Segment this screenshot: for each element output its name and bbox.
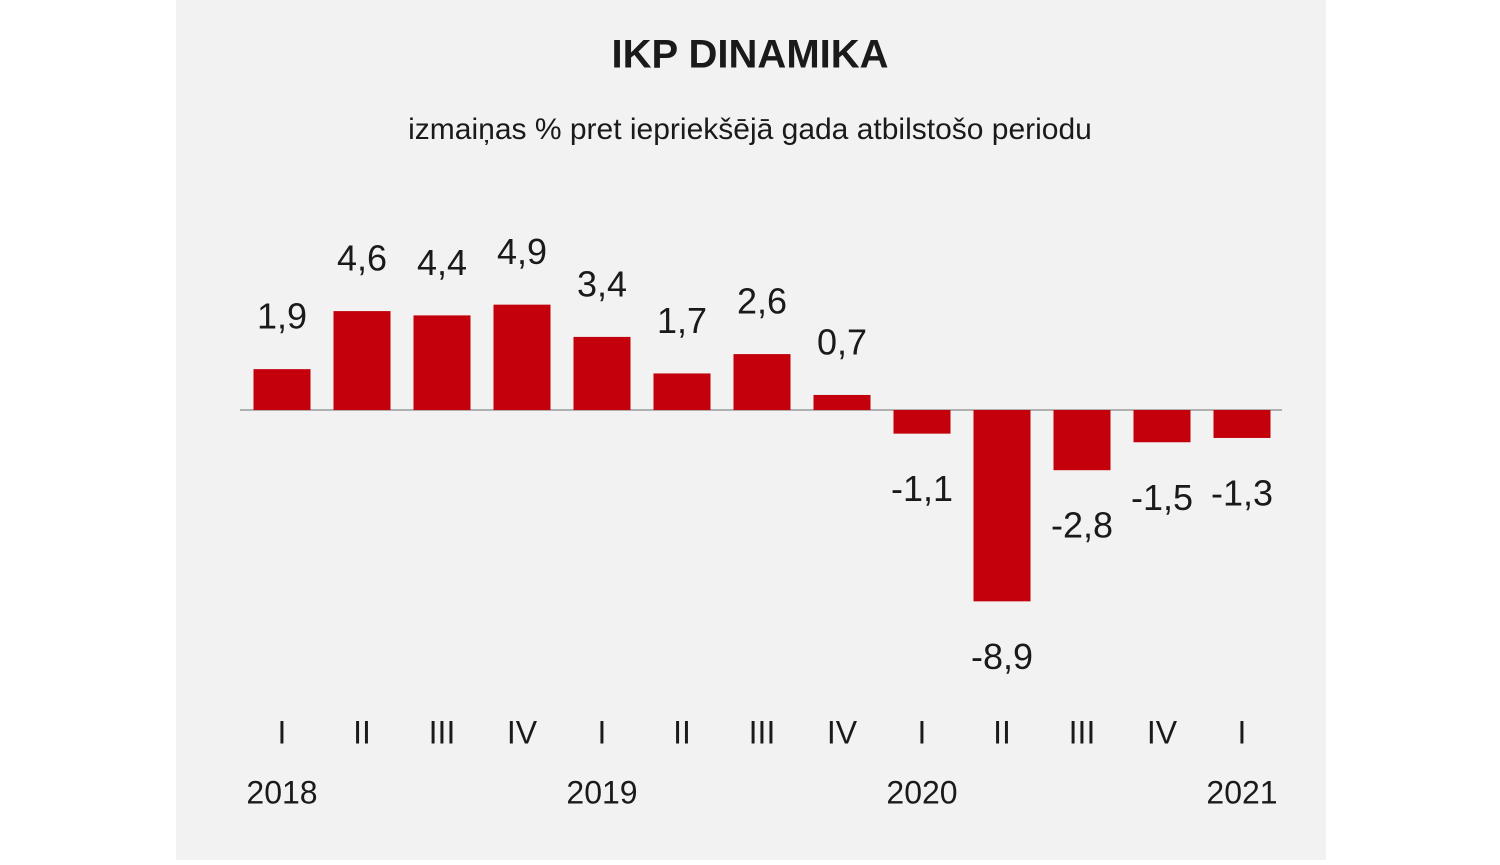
value-label: 1,7 [657, 300, 707, 341]
x-tick-label: II [993, 714, 1011, 750]
x-tick-label: IV [507, 714, 538, 750]
bar [973, 410, 1031, 602]
chart-title: IKP DINAMIKA [611, 33, 888, 77]
x-tick-label: III [1069, 714, 1096, 750]
x-tick-label: I [1238, 714, 1247, 750]
x-tick-label: III [749, 714, 776, 750]
bar [1053, 410, 1111, 471]
bar [413, 315, 471, 410]
bar [573, 336, 631, 410]
x-tick-label: I [598, 714, 607, 750]
bar [333, 311, 391, 410]
x-tick-label: IV [1147, 714, 1178, 750]
x-tick-label: III [429, 714, 456, 750]
x-tick-label: I [918, 714, 927, 750]
x-tick-label: II [673, 714, 691, 750]
chart-subtitle: izmaiņas % pret iepriekšējā gada atbilst… [408, 113, 1092, 146]
year-label: 2019 [566, 774, 637, 810]
bar [1213, 410, 1271, 438]
x-tick-label: I [278, 714, 287, 750]
value-label: -1,5 [1131, 477, 1193, 518]
x-tick-label: II [353, 714, 371, 750]
bar [1133, 410, 1191, 443]
bar [813, 394, 871, 410]
bar [893, 410, 951, 434]
value-label: 0,7 [817, 321, 867, 362]
value-label: -2,8 [1051, 505, 1113, 546]
value-label: 4,4 [417, 242, 467, 283]
bar [253, 369, 311, 410]
bar [733, 354, 791, 410]
value-label: -1,1 [891, 468, 953, 509]
value-label: -8,9 [971, 636, 1033, 677]
value-label: 4,6 [337, 238, 387, 279]
bar [493, 304, 551, 410]
value-label: 3,4 [577, 263, 627, 304]
year-label: 2020 [886, 774, 957, 810]
year-label: 2018 [246, 774, 317, 810]
value-label: 2,6 [737, 281, 787, 322]
value-label: 1,9 [257, 296, 307, 337]
value-label: -1,3 [1211, 472, 1273, 513]
bar [653, 373, 711, 410]
x-tick-label: IV [827, 714, 858, 750]
year-label: 2021 [1206, 774, 1277, 810]
value-label: 4,9 [497, 231, 547, 272]
